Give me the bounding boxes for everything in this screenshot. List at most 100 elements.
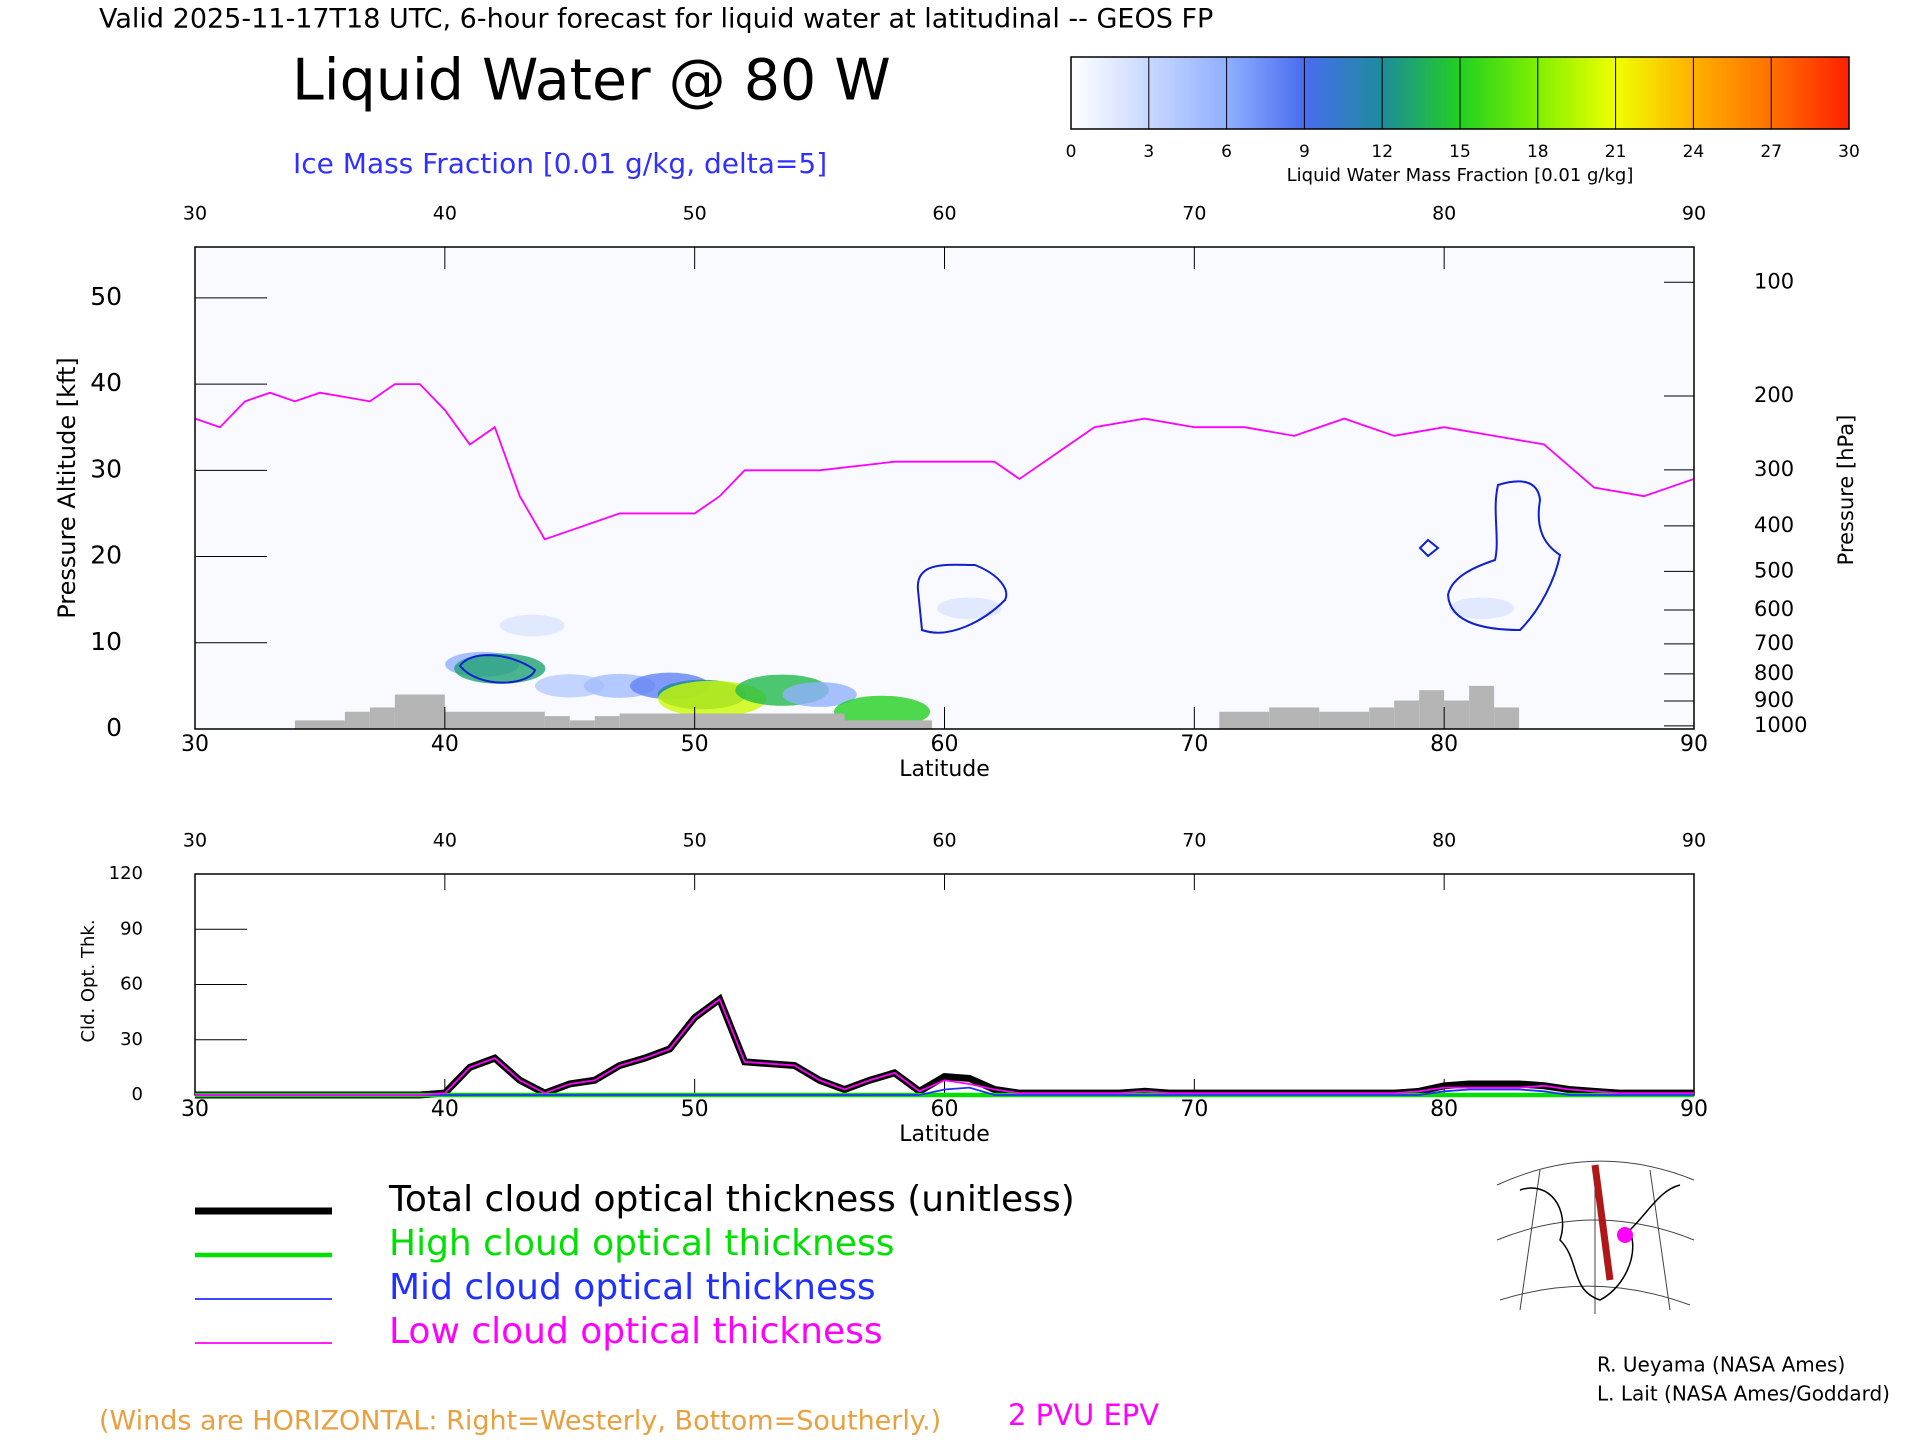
colorbar-tick-label: 21 [1605,142,1627,162]
section-panel [195,247,1694,729]
terrain-bar [1419,690,1445,729]
x-tick-label: 30 [181,732,209,757]
x-tick-label-top: 80 [1432,830,1456,852]
x-tick-label: 40 [431,1097,459,1122]
y2-axis-label: Pressure [hPa] [1834,415,1858,566]
x-tick-label-top: 30 [183,203,207,225]
x-tick-label: 50 [681,732,709,757]
winds-note: (Winds are HORIZONTAL: Right=Westerly, B… [99,1406,941,1437]
cloud-patch [782,682,857,707]
terrain-bar [1469,685,1495,729]
y-tick-label: 50 [90,282,122,311]
y-tick-label: 20 [90,541,122,570]
frame [194,873,1695,1096]
x-tick-label: 70 [1180,732,1208,757]
colorbar-tick-label: 3 [1143,142,1154,162]
terrain-bar [1394,700,1420,729]
y2-tick-label: 100 [1754,269,1794,293]
cloud-patch [454,653,546,684]
ice-contour [1418,538,1440,558]
y2-tick-label: 300 [1754,457,1794,481]
x-tick-label: 30 [181,1097,209,1122]
y-tick-label: 10 [90,627,122,656]
y-tick-label: 40 [90,368,122,397]
x-tick-label: 90 [1680,732,1708,757]
x-axis-label: Latitude [899,757,990,782]
x-tick-label-top: 40 [433,830,457,852]
series-line [195,1086,1694,1096]
ice-contours [458,480,1562,684]
y2-tick-label: 900 [1754,688,1794,712]
x-tick-label-top: 70 [1182,830,1206,852]
terrain-bar [544,716,570,729]
x-tick-label: 70 [1180,1097,1208,1122]
series-line [195,997,1694,1096]
section-track [1591,1164,1614,1281]
terrain-bar [594,716,620,729]
colorbar-label: Liquid Water Mass Fraction [0.01 g/kg] [1287,165,1634,186]
y-tick-label: 60 [120,974,143,995]
credit: R. Ueyama (NASA Ames) [1597,1353,1845,1377]
terrain-bar [619,713,845,729]
coastline [1519,1184,1681,1301]
plot-background [195,247,1694,729]
colorbar-tick-label: 6 [1221,142,1232,162]
colorbar-tick-label: 27 [1760,142,1782,162]
colorbar-tick-label: 30 [1838,142,1860,162]
y2-tick-label: 600 [1754,597,1794,621]
y-axis-label: Pressure Altitude [kft] [53,357,81,619]
y-tick-label: 30 [90,454,122,483]
ice-contour [458,654,537,684]
cloud-patch [1449,597,1515,620]
colorbar-tick-label: 12 [1371,142,1393,162]
x-tick-label-top: 60 [932,830,956,852]
terrain-bar [369,707,395,729]
terrain-bar [1269,707,1320,729]
colorbar-tick-label: 0 [1066,142,1077,162]
cloud-patch [834,695,931,728]
subtitle: Ice Mass Fraction [0.01 g/kg, delta=5] [293,147,827,180]
terrain-bar [294,720,345,729]
colorbar-tick-label: 15 [1449,142,1471,162]
legend-label: High cloud optical thickness [389,1223,894,1264]
terrain-bar [1319,711,1370,729]
y2-tick-label: 700 [1754,631,1794,655]
cloud-patch [499,614,565,637]
x-tick-label: 60 [931,1097,959,1122]
x-tick-label-top: 70 [1182,203,1206,225]
tropopause-line [194,383,1695,541]
map-grid [1496,1160,1695,1186]
colorbar-tick-label: 9 [1299,142,1310,162]
y-tick-label: 30 [120,1029,143,1050]
y-tick-label: 0 [106,713,122,742]
terrain-bar [1369,707,1395,729]
terrain-bar [844,720,933,729]
x-tick-label-top: 30 [183,830,207,852]
x-axis-label: Latitude [899,1122,990,1147]
credit: L. Lait (NASA Ames/Goddard) [1597,1382,1890,1406]
terrain-bar [569,720,595,729]
terrain-bar [444,711,545,729]
y-tick-label: 0 [132,1084,143,1105]
title: Liquid Water @ 80 W [292,48,891,114]
x-tick-label-top: 90 [1682,203,1706,225]
cloud-patch [937,597,1002,620]
x-tick-label-top: 90 [1682,830,1706,852]
x-tick-label-top: 40 [433,203,457,225]
y-tick-label: 120 [109,863,143,884]
locator-map [1496,1160,1695,1314]
y2-tick-label: 400 [1754,513,1794,537]
y2-tick-label: 1000 [1754,713,1807,737]
x-tick-label-top: 50 [683,830,707,852]
ice-contour [916,563,1008,634]
legend-label: Total cloud optical thickness (unitless) [388,1179,1075,1220]
terrain-bar [1444,700,1470,729]
x-tick-label: 90 [1680,1097,1708,1122]
colorbar-tick-label: 18 [1527,142,1549,162]
header: Valid 2025-11-17T18 UTC, 6-hour forecast… [99,4,1213,35]
legend-label: Low cloud optical thickness [389,1311,883,1352]
ice-contour [1446,480,1562,632]
terrain-bar [1219,711,1270,729]
